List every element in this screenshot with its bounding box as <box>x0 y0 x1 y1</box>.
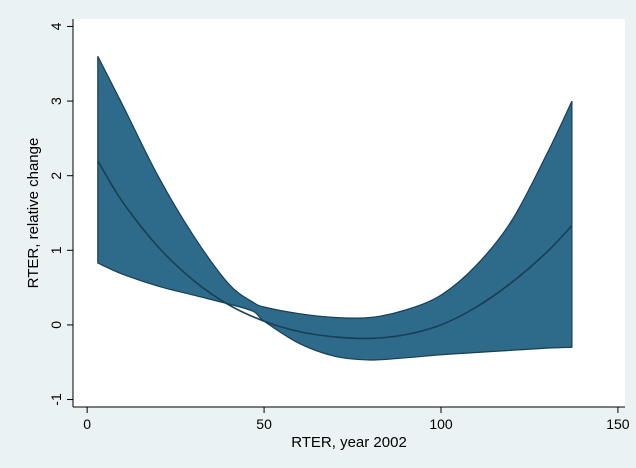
y-tick-label: 2 <box>48 172 64 180</box>
x-axis-label: RTER, year 2002 <box>291 434 407 451</box>
x-tick-label: 0 <box>83 416 91 432</box>
x-tick-label: 100 <box>429 416 453 432</box>
x-axis-ticks: 0 50 100 150 <box>83 407 630 432</box>
y-tick-label: 3 <box>48 97 64 105</box>
fit-line-layer <box>97 160 573 340</box>
y-tick-label: 4 <box>48 22 64 30</box>
y-axis-label: RTER, relative change <box>25 138 42 289</box>
y-axis-ticks: -1 0 1 2 3 4 <box>48 22 73 406</box>
confidence-band-layer <box>97 56 573 361</box>
y-tick-label: 1 <box>48 246 64 254</box>
fit-line <box>97 160 573 340</box>
y-tick-label: 0 <box>48 321 64 329</box>
x-tick-label: 50 <box>256 416 272 432</box>
x-tick-label: 150 <box>606 416 630 432</box>
y-tick-label: -1 <box>48 393 64 406</box>
confidence-band <box>97 56 573 361</box>
